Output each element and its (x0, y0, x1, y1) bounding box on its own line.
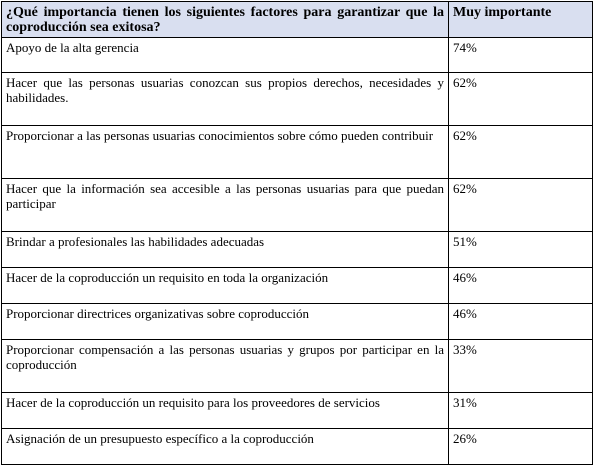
percentage-cell: 33% (448, 339, 593, 393)
percentage-cell: 26% (448, 428, 593, 465)
factor-cell: Proporcionar compensación a las personas… (1, 339, 449, 393)
factor-cell: Hacer de la coproducción un requisito pa… (1, 392, 449, 429)
table-row: Asignación de un presupuesto específico … (1, 428, 593, 465)
factor-cell: Hacer que las personas usuarias conozcan… (1, 72, 449, 126)
table-row: Proporcionar directrices organizativas s… (1, 303, 593, 340)
factor-cell: Apoyo de la alta gerencia (1, 37, 449, 73)
table-row: Proporcionar a las personas usuarias con… (1, 125, 593, 179)
factor-cell: Brindar a profesionales las habilidades … (1, 231, 449, 268)
table-row: Hacer de la coproducción un requisito pa… (1, 392, 593, 429)
percentage-cell: 74% (448, 37, 593, 73)
percentage-cell: 62% (448, 125, 593, 179)
table-header: ¿Qué importancia tienen los siguientes f… (1, 1, 593, 38)
percentage-cell: 46% (448, 303, 593, 340)
column-header-very-important: Muy importante (448, 1, 593, 38)
table-row: Apoyo de la alta gerencia 74% (1, 37, 593, 73)
percentage-cell: 46% (448, 267, 593, 304)
factor-cell: Proporcionar directrices organizativas s… (1, 303, 449, 340)
table-row: Proporcionar compensación a las personas… (1, 339, 593, 393)
factor-cell: Hacer de la coproducción un requisito en… (1, 267, 449, 304)
factor-cell: Asignación de un presupuesto específico … (1, 428, 449, 465)
percentage-cell: 62% (448, 72, 593, 126)
question-header: ¿Qué importancia tienen los siguientes f… (1, 1, 449, 38)
table-row: Hacer que las personas usuarias conozcan… (1, 72, 593, 126)
header-row: ¿Qué importancia tienen los siguientes f… (1, 1, 593, 38)
percentage-cell: 31% (448, 392, 593, 429)
table-row: Hacer que la información sea accesible a… (1, 178, 593, 232)
percentage-cell: 51% (448, 231, 593, 268)
table-row: Hacer de la coproducción un requisito en… (1, 267, 593, 304)
factor-cell: Hacer que la información sea accesible a… (1, 178, 449, 232)
table-row: Brindar a profesionales las habilidades … (1, 231, 593, 268)
factor-cell: Proporcionar a las personas usuarias con… (1, 125, 449, 179)
table-body: Apoyo de la alta gerencia 74% Hacer que … (1, 37, 593, 465)
percentage-cell: 62% (448, 178, 593, 232)
